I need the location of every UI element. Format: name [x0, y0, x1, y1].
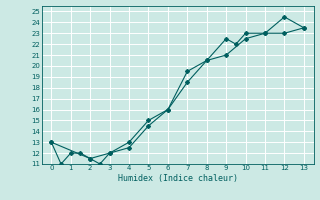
- X-axis label: Humidex (Indice chaleur): Humidex (Indice chaleur): [118, 174, 237, 183]
